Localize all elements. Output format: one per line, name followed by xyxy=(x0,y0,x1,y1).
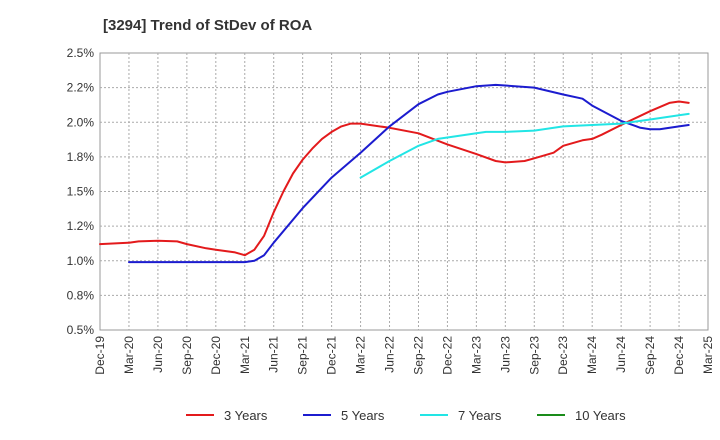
series-lines xyxy=(99,83,690,264)
x-tick-label: Dec-24 xyxy=(672,336,686,375)
legend-label: 3 Years xyxy=(224,408,268,423)
y-tick-label: 1.8% xyxy=(67,150,95,164)
x-tick-label: Sep-23 xyxy=(527,336,541,375)
series-line xyxy=(99,100,690,257)
x-tick-label: Dec-19 xyxy=(93,336,107,375)
y-tick-label: 0.5% xyxy=(67,323,95,337)
y-tick-label: 1.2% xyxy=(67,219,95,233)
y-tick-label: 0.8% xyxy=(67,288,95,302)
x-tick-label: Mar-24 xyxy=(585,336,599,374)
legend: 3 Years 5 Years 7 Years 10 Years xyxy=(186,408,626,423)
y-tick-label: 1.5% xyxy=(67,185,95,199)
x-tick-label: Sep-20 xyxy=(180,336,194,375)
legend-label: 7 Years xyxy=(458,408,502,423)
y-tick-label: 2.0% xyxy=(67,115,95,129)
x-tick-label: Mar-20 xyxy=(122,336,136,374)
x-tick-label: Dec-21 xyxy=(325,336,339,375)
x-tick-label: Jun-24 xyxy=(614,336,628,373)
series-line xyxy=(128,83,690,264)
x-tick-label: Sep-24 xyxy=(643,336,657,375)
x-tick-label: Mar-25 xyxy=(701,336,715,374)
y-tick-label: 1.0% xyxy=(67,254,95,268)
x-tick-label: Sep-22 xyxy=(411,336,425,375)
x-tick-label: Jun-22 xyxy=(383,336,397,373)
y-tick-label: 2.5% xyxy=(67,46,95,60)
y-axis-ticks: 0.5% 0.8% 1.0% 1.2% 1.5% 1.8% 2.0% 2.2% 2.5% xyxy=(67,46,95,337)
x-tick-label: Dec-22 xyxy=(440,336,454,375)
x-tick-label: Dec-20 xyxy=(209,336,223,375)
x-tick-label: Jun-23 xyxy=(498,336,512,373)
grid-lines xyxy=(100,53,708,330)
x-axis-ticks: Dec-19 Mar-20 Jun-20 Sep-20 Dec-20 Mar-21 Jun-… xyxy=(93,336,715,375)
legend-label: 10 Years xyxy=(575,408,626,423)
x-tick-label: Mar-23 xyxy=(469,336,483,374)
legend-label: 5 Years xyxy=(341,408,385,423)
x-tick-label: Jun-21 xyxy=(267,336,281,373)
x-tick-label: Mar-22 xyxy=(354,336,368,374)
x-tick-label: Dec-23 xyxy=(556,336,570,375)
y-tick-label: 2.2% xyxy=(67,81,95,95)
series-line xyxy=(359,112,690,179)
x-tick-label: Jun-20 xyxy=(151,336,165,373)
x-tick-label: Sep-21 xyxy=(296,336,310,375)
x-tick-label: Mar-21 xyxy=(238,336,252,374)
chart-title: [3294] Trend of StDev of ROA xyxy=(103,17,312,34)
